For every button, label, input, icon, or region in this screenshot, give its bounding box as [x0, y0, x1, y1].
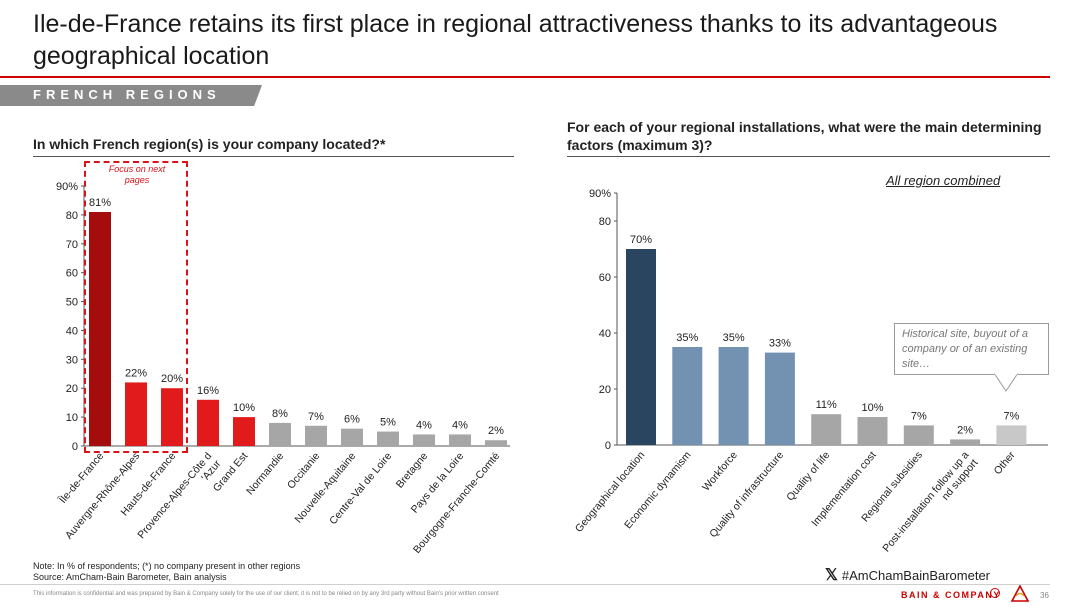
- factors-y-tick-label: 80: [599, 216, 611, 228]
- regions-data-label: 16%: [197, 385, 219, 397]
- brand-name: BAIN & COMPANY: [901, 590, 1001, 600]
- regions-bar: [485, 440, 507, 446]
- factors-data-label: 2%: [957, 424, 973, 436]
- factors-y-tick-label: 20: [599, 384, 611, 396]
- regions-y-tick-label: 10: [66, 412, 78, 424]
- chart-subtitle: All region combined: [886, 173, 1001, 188]
- factors-bar: [626, 249, 656, 445]
- factors-bar: [718, 347, 749, 445]
- factors-data-label: 35%: [676, 332, 698, 344]
- factors-data-label: 7%: [1003, 410, 1019, 422]
- factors-y-tick-label: 40: [599, 328, 611, 340]
- regions-bar-chart: 0102030405060708090%81%Île-de-France22%A…: [56, 181, 510, 556]
- regions-y-tick-label: 50: [66, 297, 78, 309]
- regions-bar: [305, 425, 327, 446]
- section-band: [0, 85, 262, 106]
- focus-label: Focus on next pages: [97, 164, 177, 186]
- regions-y-tick-label: 30: [66, 354, 78, 366]
- factors-bar: [811, 414, 842, 445]
- regions-bar: [449, 434, 471, 446]
- brand-mark-icon: [990, 588, 1000, 598]
- factors-bar: [764, 352, 795, 445]
- callout-box: Historical site, buyout of a company or …: [894, 323, 1049, 375]
- factors-bar: [903, 425, 934, 445]
- regions-bar: [269, 422, 291, 446]
- regions-data-label: 10%: [233, 402, 255, 414]
- amcham-logo-icon: [1010, 585, 1030, 602]
- regions-y-tick-label: 20: [66, 383, 78, 395]
- regions-bar: [197, 399, 219, 446]
- hashtag: 𝕏 #AmChamBainBarometer: [825, 565, 990, 585]
- regions-data-label: 8%: [272, 408, 288, 420]
- regions-data-label: 4%: [452, 419, 468, 431]
- regions-data-label: 81%: [89, 197, 111, 209]
- regions-y-tick-label: 90%: [56, 181, 78, 193]
- factors-data-label: 11%: [816, 399, 837, 411]
- regions-y-tick-label: 80: [66, 210, 78, 222]
- regions-data-label: 20%: [161, 373, 183, 385]
- factors-y-tick-label: 60: [599, 272, 611, 284]
- regions-data-label: 5%: [380, 417, 396, 429]
- x-logo-icon: 𝕏: [825, 567, 838, 584]
- callout-pointer: [994, 373, 1018, 392]
- factors-data-label: 33%: [769, 338, 791, 350]
- left-question: In which French region(s) is your compan…: [33, 136, 386, 152]
- factors-category-label: Workforce: [700, 449, 740, 493]
- factors-y-tick-label: 0: [605, 440, 611, 452]
- factors-y-tick-label: 90%: [589, 188, 611, 200]
- regions-y-tick-label: 0: [72, 441, 78, 453]
- page-title: Ile-de-France retains its first place in…: [33, 10, 998, 70]
- title-divider: [0, 76, 1050, 78]
- factors-category-label: Quality of life: [784, 449, 832, 503]
- regions-data-label: 6%: [344, 414, 360, 426]
- factors-data-label: 7%: [911, 410, 927, 422]
- confidentiality-notice: This information is confidential and was…: [33, 591, 499, 597]
- footer-divider: [0, 584, 1050, 585]
- regions-bar: [233, 417, 255, 446]
- regions-bar: [89, 212, 111, 446]
- page-number: 36: [1040, 591, 1049, 600]
- regions-bar: [341, 428, 363, 446]
- right-question-rule: [567, 156, 1050, 157]
- regions-bar: [161, 388, 183, 446]
- regions-bar: [413, 434, 435, 446]
- regions-data-label: 7%: [308, 411, 324, 423]
- factors-bar: [672, 347, 703, 445]
- note-text: Note: In % of respondents; (*) no compan…: [33, 561, 301, 571]
- section-label: FRENCH REGIONS: [33, 87, 221, 102]
- factors-data-label: 70%: [630, 234, 652, 246]
- footnote: Note: In % of respondents; (*) no compan…: [33, 561, 300, 583]
- factors-category-label: Other: [992, 449, 1018, 477]
- left-question-rule: [33, 156, 514, 157]
- right-question: For each of your regional installations,…: [567, 119, 1042, 153]
- source-text: Source: AmCham-Bain Barometer, Bain anal…: [33, 572, 227, 582]
- regions-y-tick-label: 70: [66, 239, 78, 251]
- hashtag-text: #AmChamBainBarometer: [841, 568, 991, 583]
- regions-y-tick-label: 60: [66, 268, 78, 280]
- regions-bar: [377, 431, 399, 446]
- factors-bar: [950, 439, 981, 445]
- regions-data-label: 22%: [125, 367, 147, 379]
- regions-data-label: 4%: [416, 419, 432, 431]
- regions-data-label: 2%: [488, 425, 504, 437]
- factors-data-label: 10%: [861, 402, 883, 414]
- regions-y-tick-label: 40: [66, 325, 78, 337]
- focus-highlight-box: [84, 161, 188, 453]
- factors-bar: [857, 417, 888, 445]
- factors-category-label: Post-installation follow up and support: [880, 449, 980, 560]
- factors-data-label: 35%: [723, 332, 745, 344]
- factors-bar: [996, 425, 1027, 445]
- regions-bar: [125, 382, 147, 446]
